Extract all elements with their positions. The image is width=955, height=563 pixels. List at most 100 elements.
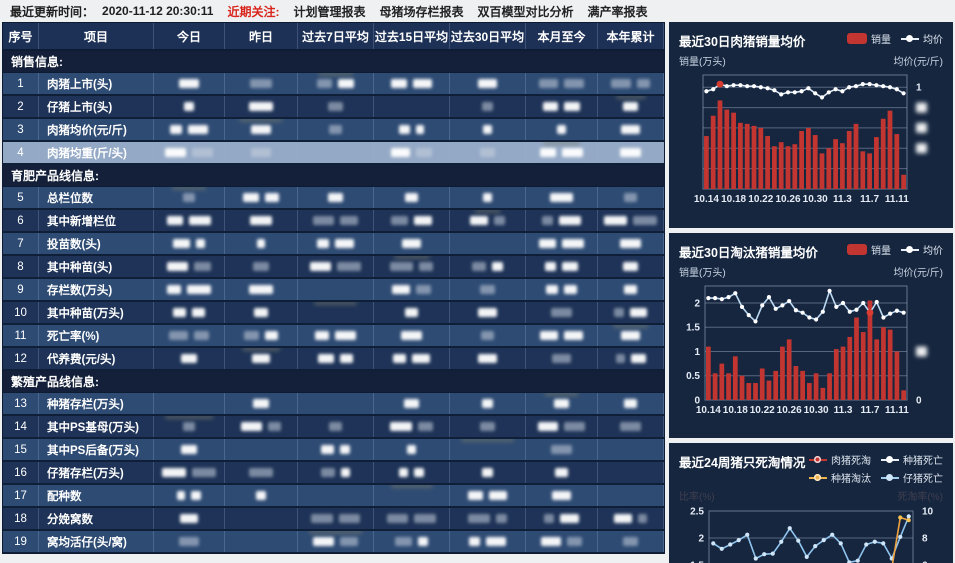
svg-text:6: 6 xyxy=(922,561,928,563)
column-header: 今日 xyxy=(154,23,225,49)
cell-value-redacted xyxy=(450,416,526,437)
section-header-row: 育肥产品线信息: xyxy=(3,165,664,187)
table-row[interactable]: 17 配种数 xyxy=(3,485,664,508)
legend-pig-death-cull-swatch xyxy=(809,456,827,463)
table-row[interactable]: 5 总栏位数 xyxy=(3,187,664,210)
link-plan-management-report[interactable]: 计划管理报表 xyxy=(293,4,366,19)
left-axis-title: 销量(万头) xyxy=(679,268,726,279)
cell-value-redacted xyxy=(225,142,298,163)
column-header: 过去7日平均 xyxy=(298,23,374,49)
svg-text:2: 2 xyxy=(698,534,704,545)
cell-value-redacted xyxy=(298,325,374,346)
right-axis-title: 均价(元/斤) xyxy=(893,57,943,68)
table-row[interactable]: 4 肉猪均重(斤/头) xyxy=(3,142,664,165)
svg-text:2.5: 2.5 xyxy=(690,507,704,518)
row-label: 分娩窝数 xyxy=(39,508,154,529)
table-row[interactable]: 6 其中新增栏位 xyxy=(3,210,664,233)
cell-value-redacted xyxy=(374,508,450,529)
row-index: 14 xyxy=(3,416,39,437)
cell-value-redacted xyxy=(225,462,298,483)
chart-death-cull-plot[interactable]: 2.5 2 1.5 10 8 6 xyxy=(679,505,943,563)
cell-value-redacted xyxy=(225,485,298,506)
chart-cull-sales-plot[interactable]: 10.14 10.18 10.22 10.26 10.30 11.3 11.7 11.11 2 1… xyxy=(679,281,943,419)
table-row[interactable]: 19 窝均活仔(头/窝) xyxy=(3,531,664,553)
table-row[interactable]: 13 种猪存栏(万头) xyxy=(3,393,664,416)
cell-value-redacted xyxy=(154,348,225,369)
row-label: 窝均活仔(头/窝) xyxy=(39,531,154,552)
table-row[interactable]: 16 仔猪存栏(万头) xyxy=(3,462,664,485)
svg-text:11.11: 11.11 xyxy=(885,194,909,205)
row-index: 5 xyxy=(3,187,39,208)
table-row[interactable]: 12 代养费(元/头) xyxy=(3,348,664,371)
cell-value-redacted xyxy=(298,462,374,483)
row-index: 6 xyxy=(3,210,39,231)
cell-value-redacted xyxy=(526,348,598,369)
legend-label-price: 均价 xyxy=(923,246,943,257)
table-row[interactable]: 8 其中种苗(头) xyxy=(3,256,664,279)
cell-value-redacted xyxy=(374,256,450,277)
row-label: 肉猪均重(斤/头) xyxy=(39,142,154,163)
table-row[interactable]: 15 其中PS后备(万头) xyxy=(3,439,664,462)
chart-legend-death-cull[interactable]: 肉猪死淘 种猪死亡 种猪淘汰 仔猪死亡 xyxy=(809,452,943,485)
cell-value-redacted xyxy=(298,210,374,231)
panel-pig-sales-chart: 最近30日肉猪销量均价 销量 均价 销量(万头) 均价(元/斤) 10.14 10… xyxy=(669,22,953,228)
table-row[interactable]: 18 分娩窝数 xyxy=(3,508,664,531)
cell-value-redacted xyxy=(526,96,598,117)
right-axis-title: 均价(元/斤) xyxy=(893,268,943,279)
chart-legend-pig-sales[interactable]: 销量 均价 xyxy=(847,31,943,46)
row-index: 13 xyxy=(3,393,39,414)
cell-value-redacted xyxy=(225,325,298,346)
table-row[interactable]: 11 死亡率(%) xyxy=(3,325,664,348)
row-label: 代养费(元/头) xyxy=(39,348,154,369)
svg-text:10.22: 10.22 xyxy=(750,405,775,416)
svg-text:11.7: 11.7 xyxy=(861,405,880,416)
cell-value-redacted xyxy=(374,302,450,323)
cell-value-redacted xyxy=(225,119,298,140)
table-row[interactable]: 9 存栏数(万头) xyxy=(3,279,664,302)
cell-value-redacted xyxy=(450,142,526,163)
cell-value-redacted xyxy=(374,187,450,208)
svg-text:0: 0 xyxy=(694,396,700,407)
table-row[interactable]: 3 肉猪均价(元/斤) xyxy=(3,119,664,142)
cell-value-redacted xyxy=(154,531,225,552)
link-full-capacity-rate-report[interactable]: 满产率报表 xyxy=(587,4,648,19)
row-index: 16 xyxy=(3,462,39,483)
cell-value-redacted xyxy=(298,393,374,414)
section-title: 销售信息: xyxy=(11,55,63,69)
cell-value-redacted xyxy=(374,210,450,231)
row-index: 19 xyxy=(3,531,39,552)
cell-value-redacted xyxy=(450,531,526,552)
cell-value-redacted xyxy=(298,256,374,277)
row-index: 2 xyxy=(3,96,39,117)
row-label: 种猪存栏(万头) xyxy=(39,393,154,414)
table-row[interactable]: 2 仔猪上市(头) xyxy=(3,96,664,119)
cell-value-redacted xyxy=(154,279,225,300)
cell-value-redacted xyxy=(526,508,598,529)
link-sow-farm-inventory-report[interactable]: 母猪场存栏报表 xyxy=(379,4,464,19)
link-double-hundred-model-analysis[interactable]: 双百模型对比分析 xyxy=(477,4,574,19)
cell-value-redacted xyxy=(154,73,225,94)
cell-value-redacted xyxy=(298,508,374,529)
cell-value-redacted xyxy=(526,439,598,460)
table-header-row: 序号 项目 今日 昨日 过去7日平均 过去15日平均 过去30日平均 本月至今 本年累计 xyxy=(3,23,664,51)
chart-legend-cull-sales[interactable]: 销量 均价 xyxy=(847,242,943,257)
cell-value-redacted xyxy=(526,531,598,552)
cell-value-redacted xyxy=(298,485,374,506)
svg-text:10.18: 10.18 xyxy=(723,405,748,416)
table-row[interactable]: 1 肉猪上市(头) xyxy=(3,73,664,96)
left-axis-title: 比率(%) xyxy=(679,492,715,503)
legend-label-breeder-death: 种猪死亡 xyxy=(903,456,943,467)
legend-breeder-death-swatch xyxy=(881,456,899,463)
row-label: 总栏位数 xyxy=(39,187,154,208)
cell-value-redacted xyxy=(526,119,598,140)
legend-label-sales: 销量 xyxy=(871,35,891,46)
cell-value-redacted xyxy=(154,416,225,437)
cell-value-redacted xyxy=(526,210,598,231)
chart-pig-sales-plot[interactable]: 10.14 10.18 10.22 10.26 10.30 11.3 11.7 11.11 1 xyxy=(679,70,943,208)
table-row[interactable]: 10 其中种苗(万头) xyxy=(3,302,664,325)
table-row[interactable]: 14 其中PS基母(万头) xyxy=(3,416,664,439)
cell-value-redacted xyxy=(225,348,298,369)
table-row[interactable]: 7 投苗数(头) xyxy=(3,233,664,256)
cell-value-redacted xyxy=(298,73,374,94)
last-updated-time: 2020-11-12 20:30:11 xyxy=(102,4,214,18)
